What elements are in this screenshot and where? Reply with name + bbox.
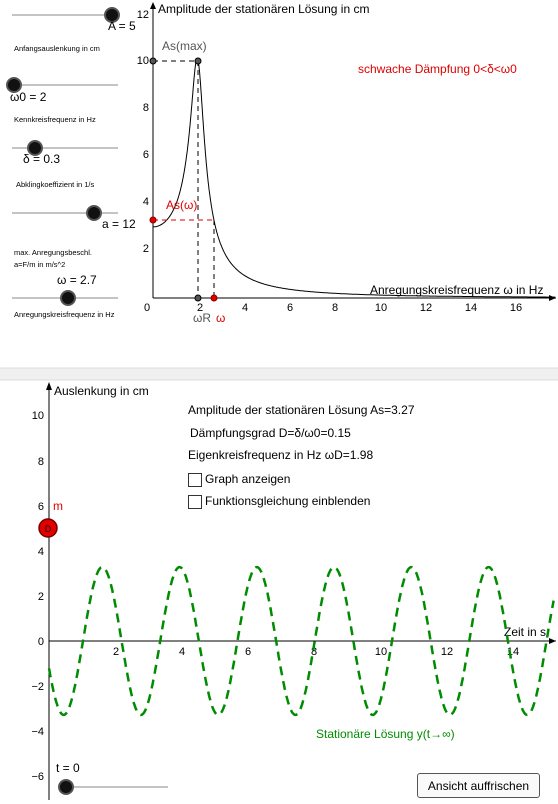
slider-knob[interactable] [60,290,76,306]
p1-y-tick: 2 [143,243,149,255]
p2-x-tick: 4 [179,646,185,658]
p1-x-tick: 16 [510,302,522,314]
slider-knob[interactable] [27,140,43,156]
mass-point[interactable] [38,518,58,538]
slider-A[interactable] [12,7,120,23]
mass-marker: D [45,524,52,534]
p2-y-tick: 10 [32,410,44,422]
slider-knob[interactable] [58,779,74,795]
slider-omega0-caption: Kennkreisfrequenz in Hz [14,115,96,124]
p1-y-tick: 12 [137,9,149,21]
p1-y-axis-title: Amplitude der stationären Lösung in cm [158,2,369,16]
omega-r-label: ωR [193,311,211,325]
p1-x-tick: 12 [420,302,432,314]
p2-x-tick: 8 [311,646,317,658]
slider-knob[interactable] [104,7,120,23]
mass-label: m [53,499,63,513]
slider-omega0[interactable] [6,77,118,93]
slider-omega[interactable] [12,290,118,306]
p1-x-axis-arrow [549,295,556,301]
p1-y-axis-arrow [150,2,156,9]
slider-a-caption: a=F/m in m/s^2 [14,260,65,269]
as-omega-axis-point[interactable] [149,216,157,224]
p1-y-tick: 4 [143,196,149,208]
p2-y-axis-arrow [46,382,52,390]
p2-y-tick: 4 [38,546,44,558]
slider-a-caption: max. Anregungsbeschl. [14,248,92,257]
p1-y-tick: 6 [143,149,149,161]
slider-omega-caption: Anregungskreisfrequenz in Hz [14,310,115,319]
slider-omega-value: ω = 2.7 [57,273,97,287]
p2-y-tick: −6 [31,771,44,783]
p2-x-tick: 12 [441,646,453,658]
p2-x-axis-arrow [549,638,556,644]
info-damping: Dämpfungsgrad D=δ/ω0=0.15 [190,426,351,440]
p1-x-tick: 8 [332,302,338,314]
p2-y-tick: 6 [38,501,44,513]
slider-omega0-value: ω0 = 2 [10,90,47,104]
p1-x-tick: 4 [242,302,248,314]
omega-point[interactable] [210,294,218,302]
resonance-curve [153,57,556,298]
slider-A-caption: Anfangsauslenkung in cm [14,44,100,53]
p2-x-tick: 10 [375,646,387,658]
as-max-axis-point[interactable] [149,57,157,65]
p2-x-tick: 6 [245,646,251,658]
stationary-solution-curve [47,565,555,717]
equation-checkbox[interactable] [188,495,202,509]
info-eigenfrequency: Eigenkreisfrequenz in Hz ωD=1.98 [188,448,373,462]
as-max-label: As(max) [162,39,207,53]
p2-y-tick: 0 [38,636,44,648]
omega-label: ω [216,311,225,325]
slider-knob[interactable] [86,205,102,221]
p1-x-tick: 0 [144,302,150,314]
slider-delta-caption: Abklingkoeffizient in 1/s [16,180,94,189]
equation-checkbox-label: Funktionsgleichung einblenden [205,494,371,508]
slider-knob[interactable] [6,77,22,93]
slider-a-value: a = 12 [102,217,136,231]
p1-x-tick: 6 [287,302,293,314]
info-amplitude: Amplitude der stationären Lösung As=3.27 [188,403,415,417]
damping-note: schwache Dämpfung 0<δ<ω0 [358,62,517,76]
as-omega-label: As(ω) [166,198,197,212]
p1-y-tick: 8 [143,102,149,114]
time-slider-value: t = 0 [56,761,80,775]
panel-divider [0,368,558,380]
p2-y-tick: −2 [31,681,44,693]
p1-y-tick: 10 [137,55,149,67]
omega-r-point[interactable] [194,294,202,302]
p1-x-axis-title: Anregungskreisfrequenz ω in Hz [370,283,543,297]
stationary-solution-label: Stationäre Lösung y(t→∞) [316,727,455,741]
p2-y-tick: 2 [38,591,44,603]
p1-x-tick: 14 [465,302,477,314]
slider-delta[interactable] [12,140,118,156]
refresh-view-button[interactable]: Ansicht auffrischen [417,773,540,798]
slider-delta-value: δ = 0.3 [23,152,60,166]
slider-A-value: A = 5 [108,19,136,33]
graph-checkbox-label: Graph anzeigen [205,472,291,486]
p2-x-tick: 2 [113,646,119,658]
as-max-point[interactable] [194,57,202,65]
p2-y-axis-title: Auslenkung in cm [54,384,149,398]
time-slider[interactable] [58,779,168,795]
slider-a[interactable] [12,205,118,221]
p2-x-axis-title: Zeit in s [504,625,546,639]
p2-y-tick: −4 [31,726,44,738]
p1-x-tick: 10 [375,302,387,314]
p2-y-tick: 8 [38,456,44,468]
graph-checkbox[interactable] [188,473,202,487]
p1-x-tick: 2 [197,302,203,314]
